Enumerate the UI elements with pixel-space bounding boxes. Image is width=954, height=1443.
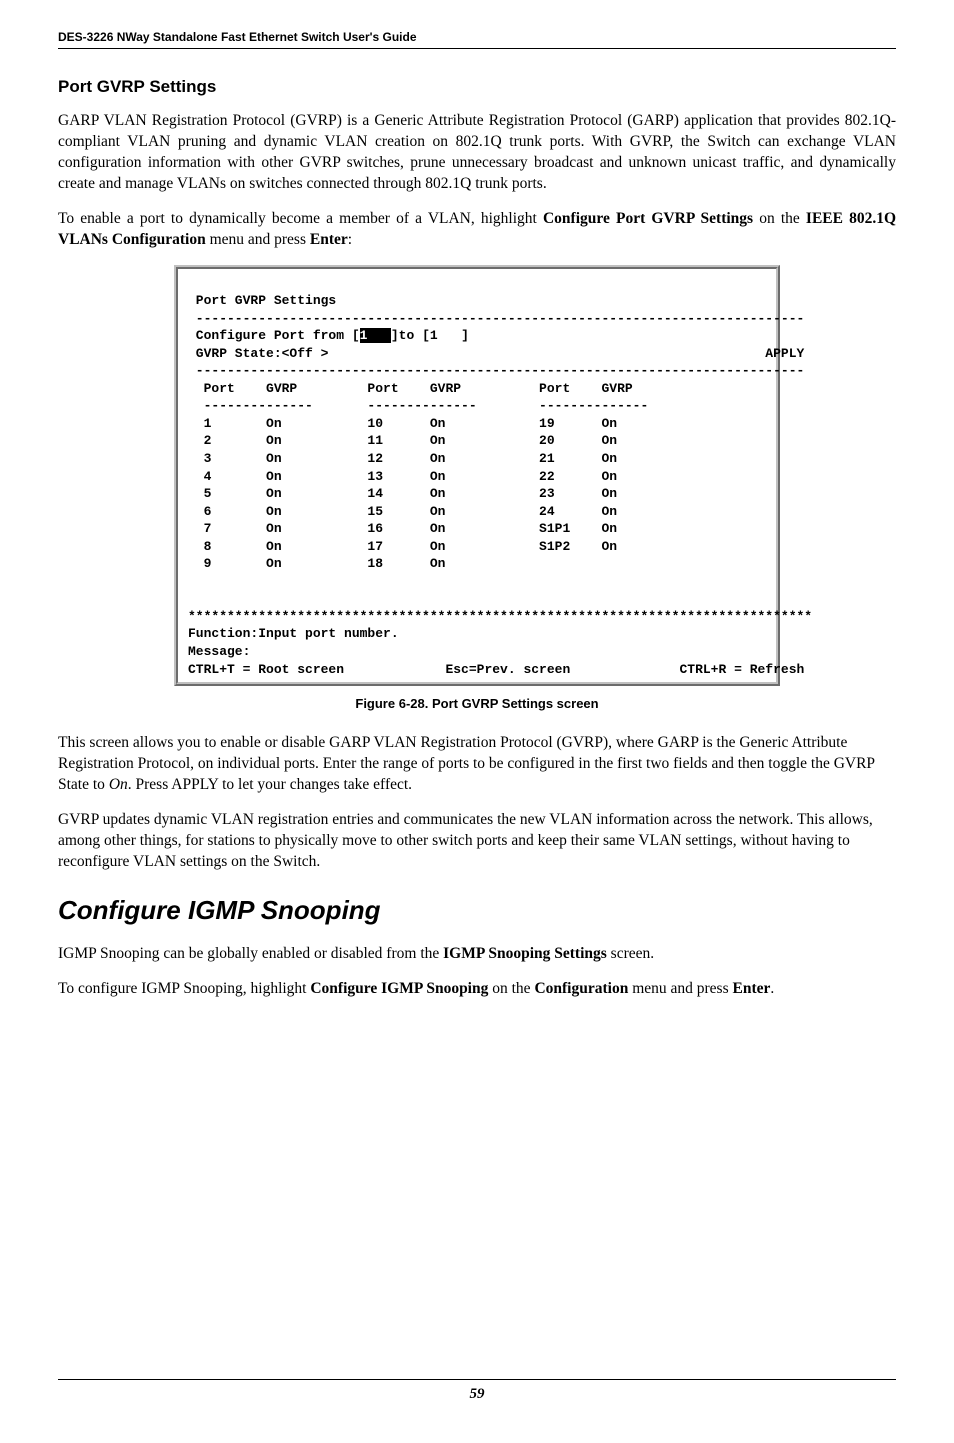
terminal-config-prefix: Configure Port from [ xyxy=(188,328,360,343)
text-fragment: menu and press xyxy=(628,980,732,997)
menu-item-configure-gvrp: Configure Port GVRP Settings xyxy=(543,210,753,227)
figure-caption: Figure 6-28. Port GVRP Settings screen xyxy=(58,696,896,711)
table-row: 3 On 12 On 21 On xyxy=(188,451,617,466)
page-number: 59 xyxy=(470,1386,485,1402)
table-row: 5 On 14 On 23 On xyxy=(188,486,617,501)
terminal-screenshot: Port GVRP Settings ---------------------… xyxy=(174,265,780,687)
menu-item-configure-igmp: Configure IGMP Snooping xyxy=(310,980,488,997)
table-row: 4 On 13 On 22 On xyxy=(188,469,617,484)
text-fragment: on the xyxy=(753,210,806,227)
terminal-state-line: GVRP State:<Off > APPLY xyxy=(188,346,804,361)
text-fragment: . Press APPLY to let your changes take e… xyxy=(128,776,412,793)
text-fragment: To enable a port to dynamically become a… xyxy=(58,210,543,227)
terminal-function-line: Function:Input port number. xyxy=(188,626,399,641)
text-fragment: : xyxy=(348,231,352,248)
paragraph-igmp-configure: To configure IGMP Snooping, highlight Co… xyxy=(58,979,896,1000)
text-fragment: . xyxy=(770,980,774,997)
table-row: 6 On 15 On 24 On xyxy=(188,504,617,519)
text-fragment: on the xyxy=(488,980,534,997)
key-enter: Enter xyxy=(310,231,348,248)
terminal-message-line: Message: xyxy=(188,644,250,659)
document-header: DES-3226 NWay Standalone Fast Ethernet S… xyxy=(58,30,896,49)
terminal-hr: ----------------------------------------… xyxy=(188,363,804,378)
table-row: 7 On 16 On S1P1 On xyxy=(188,521,617,536)
key-enter: Enter xyxy=(732,980,770,997)
text-fragment: IGMP Snooping can be globally enabled or… xyxy=(58,945,443,962)
terminal-col-dash: -------------- -------------- ----------… xyxy=(188,398,648,413)
paragraph-gvrp-intro: GARP VLAN Registration Protocol (GVRP) i… xyxy=(58,111,896,195)
section-heading-igmp: Configure IGMP Snooping xyxy=(58,895,896,926)
screen-name-igmp-settings: IGMP Snooping Settings xyxy=(443,945,607,962)
table-row: 9 On 18 On xyxy=(188,556,445,571)
menu-name-configuration: Configuration xyxy=(534,980,628,997)
terminal-title: Port GVRP Settings xyxy=(188,293,336,308)
terminal-bottom-line: CTRL+T = Root screen Esc=Prev. screen CT… xyxy=(188,662,804,677)
paragraph-gvrp-updates: GVRP updates dynamic VLAN registration e… xyxy=(58,810,896,873)
table-row: 8 On 17 On S1P2 On xyxy=(188,539,617,554)
terminal-input-port-from[interactable]: 1 xyxy=(360,328,391,343)
terminal-config-suffix: ]to [1 ] xyxy=(391,328,469,343)
section-heading-gvrp: Port GVRP Settings xyxy=(58,77,896,97)
paragraph-igmp-intro: IGMP Snooping can be globally enabled or… xyxy=(58,944,896,965)
terminal-stars: ****************************************… xyxy=(188,609,812,624)
text-fragment: To configure IGMP Snooping, highlight xyxy=(58,980,310,997)
table-row: 1 On 10 On 19 On xyxy=(188,416,617,431)
terminal-hr: ----------------------------------------… xyxy=(188,311,804,326)
terminal-col-header: Port GVRP Port GVRP Port GVRP xyxy=(188,381,633,396)
paragraph-screen-desc: This screen allows you to enable or disa… xyxy=(58,733,896,796)
terminal-screenshot-container: Port GVRP Settings ---------------------… xyxy=(58,265,896,687)
state-value-on: On xyxy=(109,776,128,793)
paragraph-gvrp-enable: To enable a port to dynamically become a… xyxy=(58,209,896,251)
page-footer: 59 xyxy=(58,1379,896,1403)
table-row: 2 On 11 On 20 On xyxy=(188,433,617,448)
text-fragment: screen. xyxy=(607,945,654,962)
text-fragment: menu and press xyxy=(206,231,310,248)
